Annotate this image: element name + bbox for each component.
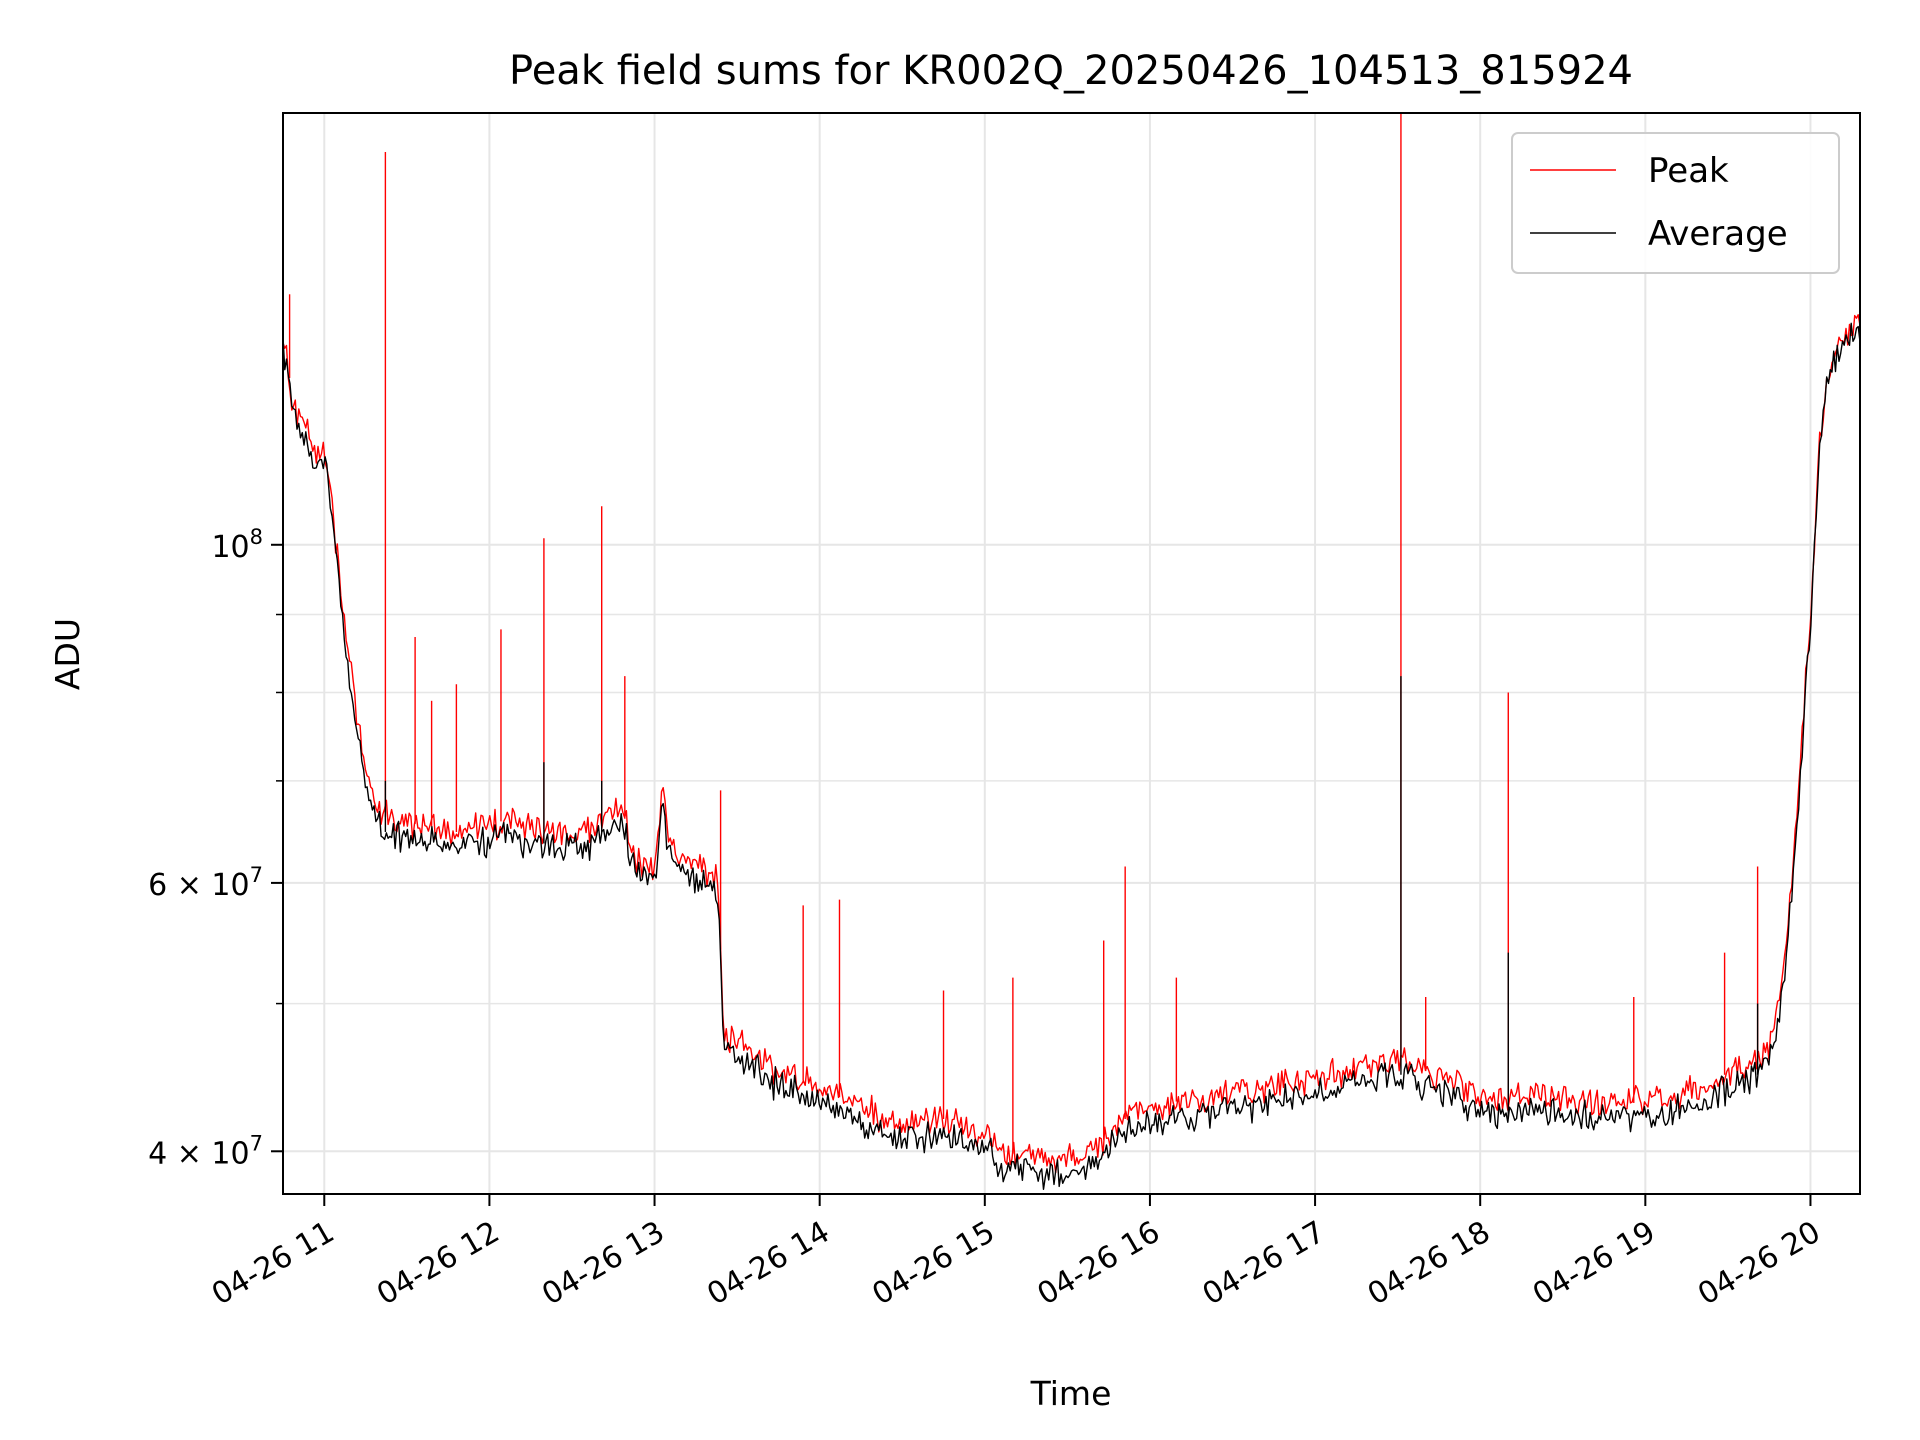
series-peak (283, 113, 1860, 1174)
legend: Peak Average (1511, 132, 1840, 274)
legend-label-average: Average (1648, 214, 1788, 254)
peak-line (283, 314, 1860, 1174)
x-axis-title: Time (1030, 1374, 1112, 1413)
y-tick-label: 108 (211, 525, 263, 565)
chart-title: Peak field sums for KR002Q_20250426_1045… (509, 48, 1633, 94)
legend-box (1511, 132, 1840, 274)
average-line (283, 322, 1860, 1190)
plot-frame (282, 112, 1861, 1195)
y-axis-title: ADU (48, 618, 87, 690)
legend-label-peak: Peak (1648, 151, 1729, 191)
y-tick-label: 6 × 107 (148, 863, 263, 903)
series-average (283, 322, 1860, 1190)
y-axis: 4 × 107 6 × 107 108 (148, 525, 283, 1171)
y-tick-label: 4 × 107 (148, 1131, 263, 1171)
gridlines (283, 113, 1860, 1194)
series-layer (283, 113, 1860, 1190)
